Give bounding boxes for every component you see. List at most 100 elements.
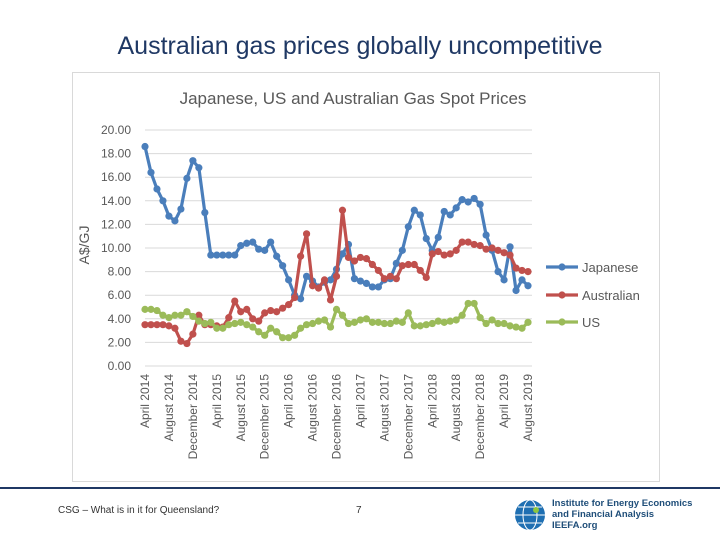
data-point-australian: [344, 253, 353, 262]
x-tick-label: April 2016: [282, 374, 296, 428]
data-point-australian: [141, 321, 149, 329]
data-point-japanese: [243, 239, 251, 247]
data-point-us: [183, 308, 191, 316]
data-point-us: [201, 319, 209, 328]
data-point-japanese: [374, 283, 382, 291]
data-point-japanese: [464, 198, 472, 206]
data-point-japanese: [362, 279, 371, 287]
y-tick-label: 12.00: [101, 217, 131, 231]
data-point-australian: [392, 275, 400, 283]
x-tick-label: April 2015: [210, 374, 224, 428]
data-point-japanese: [255, 245, 263, 253]
data-point-us: [291, 331, 299, 339]
data-point-australian: [177, 337, 185, 345]
data-point-us: [494, 319, 502, 328]
data-point-us: [255, 328, 263, 336]
data-point-australian: [332, 272, 341, 280]
data-point-australian: [267, 306, 275, 315]
data-point-us: [296, 324, 305, 332]
data-point-australian: [440, 251, 448, 259]
data-point-us: [488, 316, 496, 324]
data-point-australian: [368, 260, 377, 269]
x-tick-label: August 2018: [449, 374, 463, 442]
data-point-australian: [416, 266, 424, 275]
data-point-australian: [249, 315, 257, 323]
x-tick-label: August 2014: [162, 374, 176, 442]
data-point-us: [207, 318, 215, 326]
data-point-australian: [506, 251, 514, 259]
data-point-australian: [273, 308, 281, 316]
data-point-us: [225, 321, 233, 329]
data-point-japanese: [279, 262, 287, 270]
data-point-japanese: [434, 233, 442, 241]
data-point-japanese: [201, 209, 209, 217]
legend-label-japanese: Japanese: [582, 260, 638, 275]
data-point-us: [374, 318, 382, 326]
data-point-us: [500, 319, 508, 328]
data-point-japanese: [237, 242, 245, 250]
data-point-australian: [500, 249, 508, 257]
data-point-japanese: [368, 283, 377, 291]
data-point-australian: [380, 275, 388, 283]
data-point-australian: [338, 206, 347, 214]
data-point-us: [159, 311, 167, 319]
data-point-japanese: [183, 174, 191, 182]
data-point-us: [356, 316, 365, 324]
data-point-us: [273, 328, 281, 336]
data-point-australian: [320, 276, 329, 284]
data-point-japanese: [207, 251, 215, 259]
data-point-us: [428, 319, 436, 328]
data-point-japanese: [159, 197, 167, 205]
data-point-australian: [243, 305, 251, 313]
data-point-japanese: [338, 250, 347, 258]
data-point-australian: [189, 330, 197, 338]
data-point-australian: [147, 321, 155, 329]
data-point-us: [506, 322, 514, 330]
x-tick-label: April 2019: [497, 374, 511, 428]
logo-line-2: and Financial Analysis: [552, 509, 655, 520]
footer-rule: [0, 487, 720, 489]
data-point-australian: [314, 284, 323, 292]
data-point-australian: [404, 260, 412, 269]
data-point-australian: [470, 240, 478, 249]
gas-price-chart: Japanese, US and Australian Gas Spot Pri…: [76, 89, 640, 460]
data-point-australian: [231, 297, 239, 305]
data-point-australian: [171, 324, 179, 332]
data-point-japanese: [189, 157, 197, 165]
y-tick-label: 16.00: [101, 170, 131, 184]
data-point-australian: [356, 253, 365, 262]
data-point-japanese: [446, 211, 454, 219]
legend-label-australian: Australian: [582, 288, 640, 303]
x-tick-label: August 2015: [234, 374, 248, 442]
slide-title: Australian gas prices globally uncompeti…: [117, 32, 603, 60]
x-tick-label: December 2018: [473, 374, 487, 460]
data-point-australian: [237, 308, 245, 316]
ieefa-logo: Institute for Energy Economics and Finan…: [514, 497, 714, 533]
data-point-australian: [410, 260, 418, 269]
data-point-japanese: [440, 207, 448, 216]
data-point-japanese: [500, 276, 508, 284]
data-point-us: [452, 316, 460, 324]
x-tick-label: April 2014: [138, 374, 152, 428]
data-point-australian: [512, 264, 520, 272]
data-point-us: [213, 324, 221, 332]
data-point-australian: [518, 266, 526, 275]
data-point-japanese: [225, 251, 233, 259]
data-point-australian: [494, 246, 502, 254]
data-point-australian: [296, 252, 305, 260]
data-point-us: [344, 319, 353, 328]
data-point-us: [237, 318, 245, 326]
data-point-us: [195, 317, 203, 325]
legend-label-us: US: [582, 315, 600, 330]
data-point-us: [314, 317, 323, 325]
data-point-australian: [183, 339, 191, 348]
legend-marker-us: [558, 318, 566, 326]
logo-line-3: IEEFA.org: [552, 520, 598, 531]
data-point-us: [512, 323, 520, 331]
data-point-japanese: [494, 268, 502, 276]
data-point-australian: [285, 301, 293, 309]
data-point-japanese: [416, 211, 424, 219]
data-point-us: [380, 319, 388, 328]
x-tick-label: December 2015: [258, 374, 272, 460]
data-point-japanese: [165, 212, 173, 220]
